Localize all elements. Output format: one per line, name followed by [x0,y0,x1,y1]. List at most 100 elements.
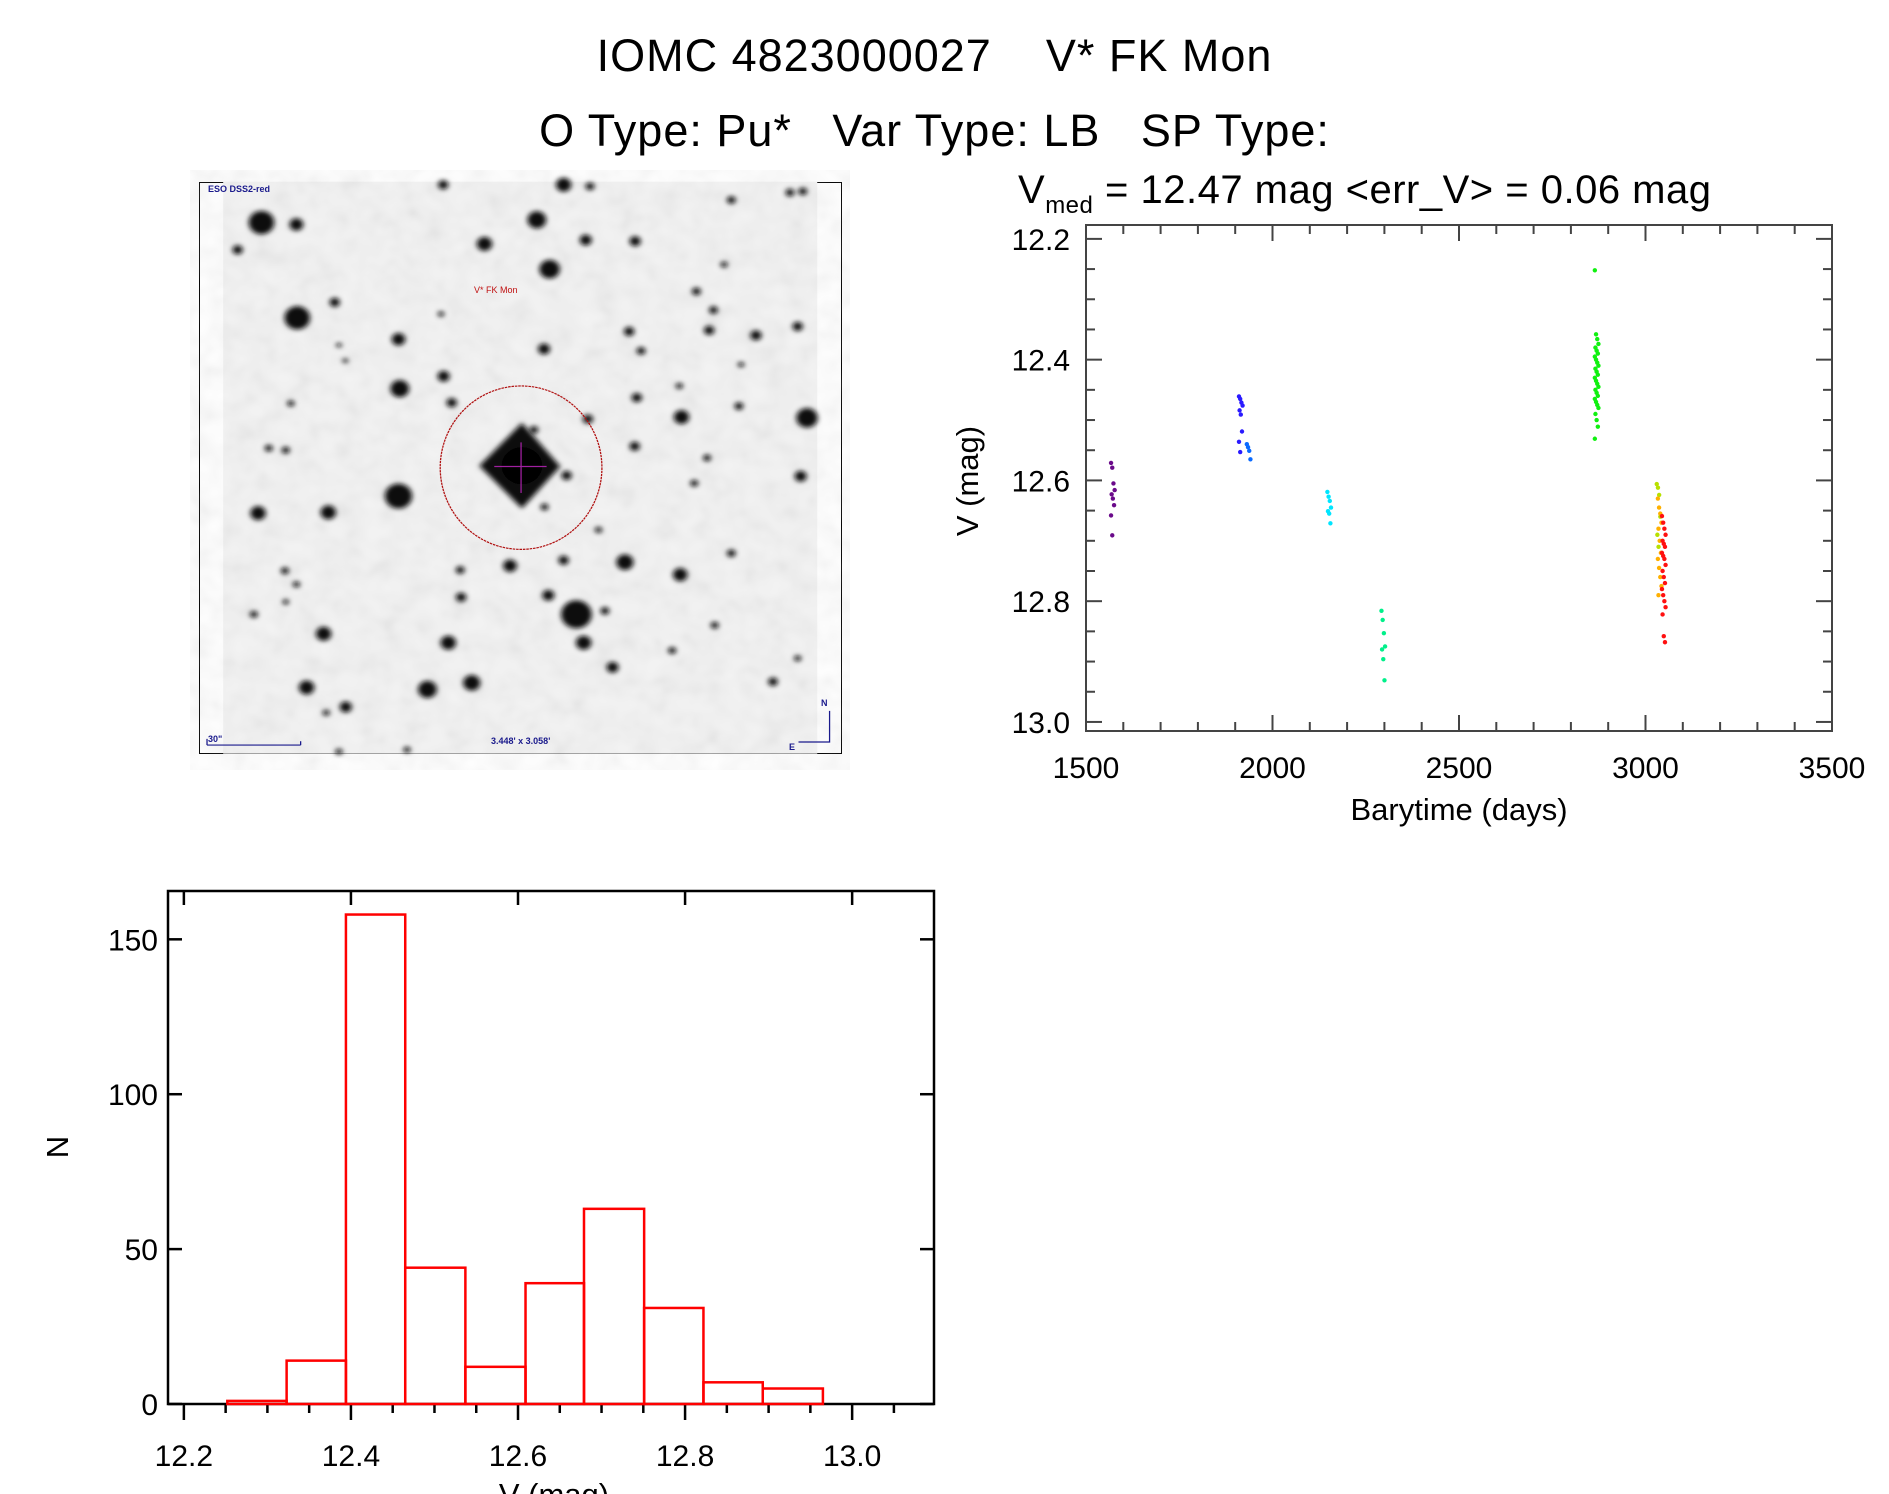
star [250,506,266,521]
data-point [1595,351,1601,356]
data-point [1111,502,1117,508]
x-axis-title: V (mag) [499,1477,609,1494]
x-tick-label: 2000 [1239,752,1306,785]
star [476,236,493,251]
star [606,661,619,673]
data-point [1656,565,1662,571]
histogram-bar [464,1365,527,1406]
star [672,568,688,582]
star [600,606,610,615]
median-magnitude-label: Vmed = 12.47 mag <err_V> = 0.06 mag [1018,168,1712,220]
star [232,245,243,255]
data-point [1654,481,1659,487]
data-point [1658,574,1663,580]
star [794,655,802,662]
star [794,470,807,482]
star [322,709,330,716]
star [336,342,342,348]
data-point [1593,332,1599,337]
star [287,400,295,407]
histogram-bar [761,1387,825,1406]
title-line-2: O Type: Pu* Var Type: LB SP Type: [539,105,1330,156]
y-tick-label: 100 [108,1079,158,1112]
data-point [1663,532,1668,537]
star [264,444,273,452]
star [329,297,340,307]
data-point [1660,520,1666,525]
data-point [1662,526,1667,531]
data-point [1594,417,1599,423]
data-point [1108,513,1114,518]
data-point [1655,532,1660,537]
north-label: N [821,698,828,708]
star [796,408,818,428]
data-point [1326,494,1331,499]
data-point [1656,526,1661,531]
star [248,210,275,235]
star [320,505,336,520]
data-point [1382,644,1388,649]
compass-arrows [798,710,831,743]
light-curve-plot: 1500 2000 2500 3000 3500 12.2 12.4 12.6 12.8 13.0… [950,224,1865,827]
star [438,311,445,317]
star [342,358,348,363]
histogram-bar [403,1266,467,1406]
star [403,746,411,753]
plot-frame [166,889,936,1406]
histogram-bar [285,1359,348,1406]
y-axis-title: N [40,1136,75,1158]
x-tick-label: 1500 [1053,752,1120,785]
star [438,180,449,190]
y-tick-label: 12.4 [1012,345,1070,378]
data-point [1662,544,1668,550]
data-point [1656,492,1662,498]
data-point [1662,580,1668,586]
data-point [1662,598,1667,604]
data-point [1110,465,1115,470]
star [390,380,410,398]
star [384,483,413,509]
data-point [1380,617,1385,623]
star [727,549,736,558]
data-point [1236,439,1242,444]
star [250,610,258,618]
x-tick-label: 3000 [1612,752,1679,785]
star [690,479,699,487]
star [561,470,572,481]
star [720,261,728,268]
magnitude-histogram: 12.2 12.4 12.6 12.8 13.0 0 50 100 150 V (mag) N [40,889,936,1494]
star [785,188,795,197]
data-point [1325,489,1330,495]
star [703,454,711,462]
data-point [1379,647,1385,652]
x-tick-label: 12.4 [322,1440,380,1473]
star [503,559,517,572]
star [455,566,465,574]
data-point [1111,481,1116,486]
survey-label: ESO DSS2-red [208,184,271,194]
data-point [1328,505,1334,510]
star [284,306,310,330]
x-tick-label: 13.0 [823,1440,881,1473]
data-point [1656,544,1661,550]
star [704,325,715,335]
data-point [1247,448,1252,454]
data-point [1237,408,1242,413]
star [798,187,808,196]
data-point [1660,612,1665,617]
data-point [1660,592,1666,598]
star [446,398,457,408]
star [558,555,569,565]
plot-frame [1085,224,1833,732]
star [440,635,456,650]
finder-image [206,177,831,755]
star [792,321,803,332]
east-label: E [789,742,796,752]
star [636,347,646,355]
data-point [1596,341,1601,347]
data-point [1240,403,1245,408]
star [281,567,289,575]
star [455,592,467,602]
data-point [1237,396,1243,402]
y-tick-label: 150 [108,924,158,957]
